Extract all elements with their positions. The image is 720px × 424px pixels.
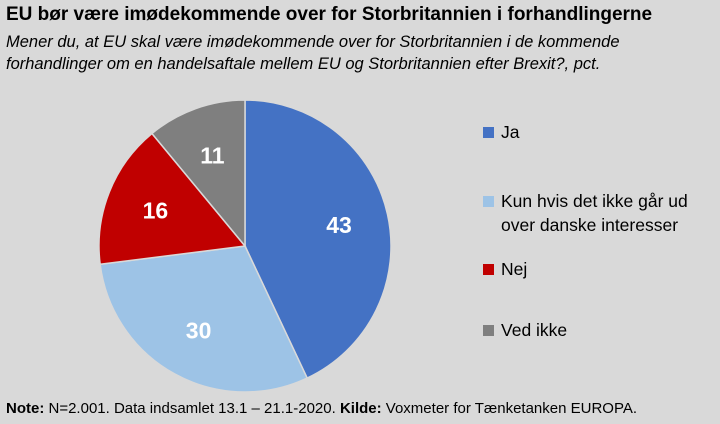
- data-label-kun-hvis: 30: [186, 317, 212, 343]
- data-label-ved-ikke: 11: [200, 142, 225, 168]
- chart-title: EU bør være imødekommende over for Storb…: [6, 4, 653, 25]
- pie-slice-kun-hvis: [99, 245, 309, 393]
- legend-label-nej: Nej: [501, 259, 528, 279]
- pie-slice-ja: [244, 99, 392, 380]
- legend-label-kun-hvis: Kun hvis det ikke går ud over danske int…: [501, 191, 688, 235]
- note-label: Note:: [6, 400, 45, 417]
- legend-item-ja: Ja: [483, 120, 711, 144]
- legend-label-ved-ikke: Ved ikke: [501, 320, 568, 340]
- legend-swatch-ja: [483, 127, 494, 138]
- note-text: N=2.001. Data indsamlet 13.1 – 21.1-2020…: [44, 400, 340, 417]
- footnote: Note: N=2.001. Data indsamlet 13.1 – 21.…: [6, 400, 637, 417]
- legend-swatch-nej: [483, 264, 494, 275]
- data-label-ja: 43: [326, 212, 352, 238]
- legend-item-ved-ikke: Ved ikke: [483, 318, 711, 342]
- pie-slice-nej: [98, 132, 247, 266]
- legend-item-kun-hvis: Kun hvis det ikke går ud over danske int…: [483, 189, 711, 237]
- pie-slice-ved-ikke: [150, 99, 246, 249]
- data-label-nej: 16: [143, 198, 169, 224]
- legend-item-nej: Nej: [483, 257, 711, 281]
- legend-swatch-ved-ikke: [483, 325, 494, 336]
- legend-label-ja: Ja: [501, 122, 520, 142]
- source-label: Kilde:: [339, 400, 382, 417]
- source-text: Voxmeter for Tænketanken EUROPA.: [381, 400, 638, 417]
- chart-subtitle: Mener du, at EU skal være imødekommende …: [6, 33, 620, 73]
- legend-swatch-kun-hvis: [483, 196, 494, 207]
